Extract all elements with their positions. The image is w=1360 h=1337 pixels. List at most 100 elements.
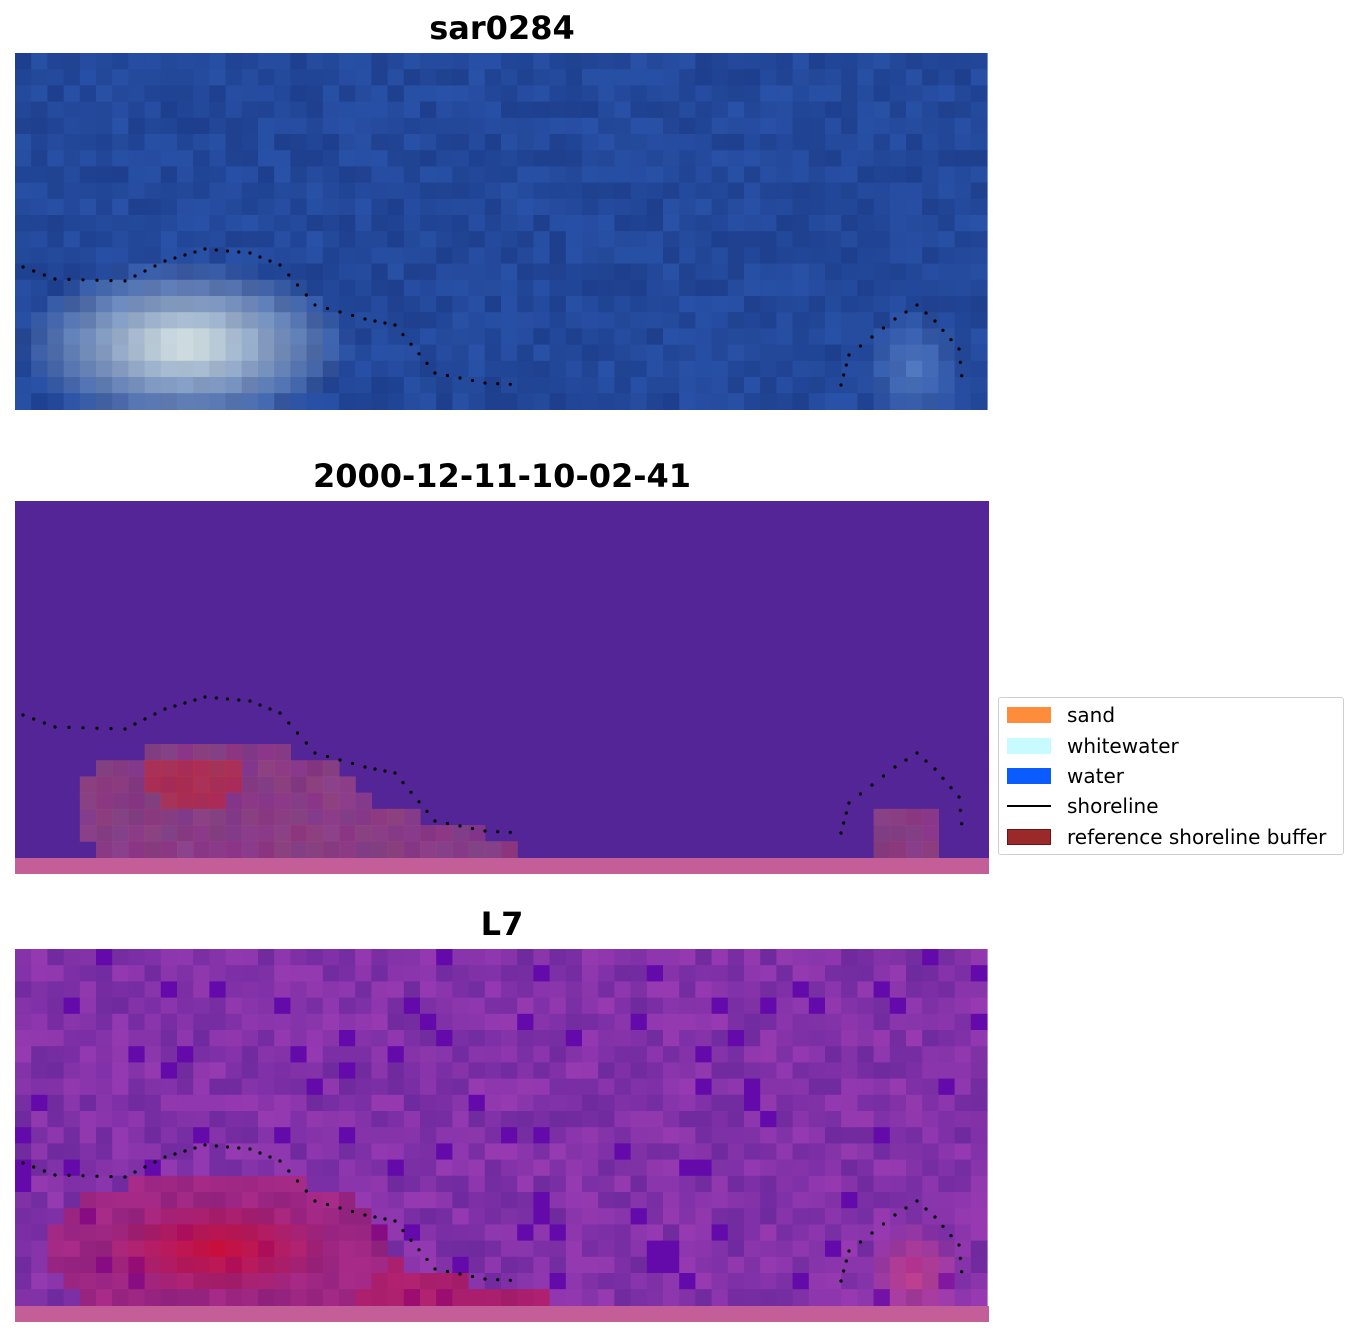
pixel: [387, 215, 405, 232]
pixel: [501, 1062, 518, 1080]
pixel: [646, 393, 664, 410]
shoreline-dot: [193, 698, 197, 702]
pixel: [776, 981, 794, 999]
pixel: [711, 1159, 729, 1177]
pixel: [565, 215, 583, 232]
pixel: [306, 825, 324, 842]
pixel: [517, 949, 534, 966]
shoreline-dot: [214, 696, 218, 700]
shoreline-dot: [401, 1229, 405, 1233]
pixel: [258, 949, 275, 966]
pixel: [258, 1192, 275, 1209]
pixel: [468, 69, 486, 86]
pixel: [776, 1273, 794, 1290]
pixel: [371, 117, 389, 135]
pixel: [808, 312, 826, 329]
pixel: [501, 997, 518, 1015]
pixel: [128, 393, 146, 410]
shoreline-dot: [363, 765, 367, 769]
pixel: [501, 263, 518, 281]
pixel: [517, 134, 534, 151]
pixel: [970, 360, 988, 378]
pixel: [112, 198, 129, 216]
pixel: [646, 182, 664, 200]
shoreline-dot: [904, 758, 908, 762]
pixel: [776, 360, 794, 378]
pixel: [403, 1046, 421, 1063]
pixel: [889, 360, 907, 378]
pixel: [598, 1208, 615, 1225]
pixel: [808, 997, 826, 1015]
shoreline-dot: [163, 707, 167, 711]
legend: sand whitewater water shoreline referenc…: [998, 697, 1344, 855]
pixel: [193, 344, 210, 362]
pixel: [436, 101, 453, 119]
pixel: [679, 312, 696, 329]
pixel: [420, 1143, 437, 1161]
pixel: [549, 166, 567, 184]
pixel: [825, 1094, 842, 1112]
pixel: [614, 1046, 632, 1063]
pixel: [96, 150, 113, 167]
pixel: [209, 1127, 227, 1144]
pixel: [630, 981, 648, 999]
pixel: [565, 166, 583, 184]
pixel: [274, 69, 291, 86]
pixel: [760, 1175, 777, 1193]
pixel: [468, 101, 486, 119]
pixel: [582, 1273, 599, 1290]
pixel: [695, 360, 713, 378]
pixel: [533, 1208, 551, 1225]
pixel: [436, 198, 453, 216]
pixel: [144, 377, 162, 394]
pixel: [355, 328, 372, 346]
pixel: [144, 231, 162, 248]
pixel: [144, 965, 162, 982]
pixel: [873, 360, 891, 378]
pixel: [630, 1273, 648, 1290]
pixel: [177, 776, 194, 794]
pixel: [857, 1094, 875, 1112]
pixel: [841, 263, 858, 281]
pixel: [79, 215, 97, 232]
pixel: [274, 1192, 291, 1209]
pixel: [582, 1013, 599, 1031]
pixel: [954, 1224, 972, 1242]
pixel: [290, 360, 308, 378]
pixel: [209, 1030, 227, 1047]
pixel: [938, 1224, 956, 1242]
pixel: [533, 101, 551, 119]
pixel: [193, 1273, 210, 1290]
pixel: [322, 808, 340, 826]
pixel: [209, 69, 227, 86]
shoreline-dot: [143, 717, 147, 721]
pixel: [403, 1062, 421, 1080]
pixel: [501, 198, 518, 216]
pixel: [938, 263, 956, 281]
pixel: [79, 182, 97, 200]
pixel: [598, 1289, 615, 1306]
pixel: [889, 1273, 907, 1290]
pixel: [387, 981, 405, 999]
pixel: [922, 231, 939, 248]
pixel: [630, 328, 648, 346]
pixel: [436, 1046, 453, 1063]
pixel: [630, 393, 648, 410]
pixel: [31, 69, 48, 86]
pixel: [63, 1111, 81, 1128]
pixel: [825, 263, 842, 281]
pixel: [322, 344, 340, 362]
pixel: [403, 85, 421, 103]
pixel: [96, 377, 113, 394]
rgb-pixel-grid: [15, 53, 988, 410]
pixel: [355, 1192, 372, 1209]
pixel: [889, 85, 907, 103]
pixel: [760, 328, 777, 346]
pixel: [906, 393, 923, 410]
pixel: [970, 1143, 988, 1161]
pixel: [582, 997, 599, 1015]
pixel: [549, 344, 567, 362]
pixel: [225, 328, 243, 346]
pixel: [727, 279, 745, 297]
pixel: [841, 247, 858, 265]
